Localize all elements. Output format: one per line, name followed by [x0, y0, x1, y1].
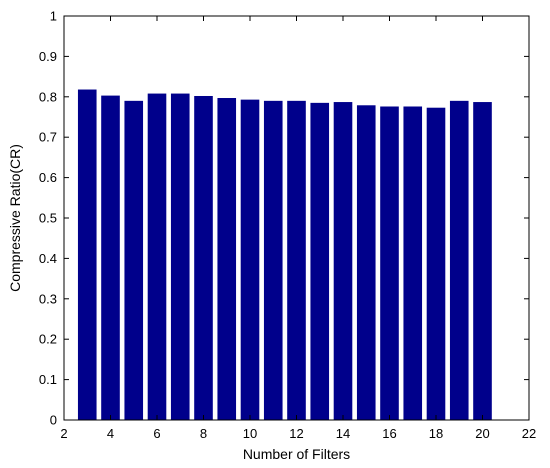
- y-tick-label: 1: [50, 9, 57, 24]
- y-axis-label: Compressive Ratio(CR): [7, 144, 23, 292]
- bar-9: [217, 98, 237, 421]
- bar-4: [101, 95, 120, 420]
- bar-17: [403, 106, 423, 420]
- x-tick-label: 22: [522, 426, 536, 441]
- x-axis-label: Number of Filters: [243, 446, 350, 462]
- axis-ticks: 2 4 6 8 10 12 14 16 18 20 22 0 0.1 0.2 0.3 0.4 0.5 0.6 0.7…: [39, 9, 536, 442]
- x-tick-label: 4: [107, 426, 114, 441]
- bar-16: [380, 106, 399, 420]
- bar-11: [263, 100, 283, 420]
- x-tick-label: 20: [475, 426, 489, 441]
- y-tick-label: 0.2: [39, 332, 57, 347]
- y-tick-label: 0.5: [39, 211, 57, 226]
- x-tick-label: 16: [382, 426, 396, 441]
- bar-7: [170, 93, 190, 421]
- bar-19: [449, 100, 469, 420]
- x-tick-label: 2: [60, 426, 67, 441]
- x-tick-label: 18: [429, 426, 443, 441]
- y-tick-label: 0.4: [39, 251, 57, 266]
- bar-14: [333, 102, 353, 420]
- y-tick-label: 0: [50, 413, 57, 428]
- bar-13: [310, 102, 330, 421]
- bar-5: [124, 100, 144, 420]
- bar-8: [194, 95, 213, 420]
- bars-group: [77, 89, 492, 421]
- x-tick-label: 10: [243, 426, 257, 441]
- y-tick-label: 0.3: [39, 291, 57, 306]
- bar-18: [426, 107, 446, 420]
- x-tick-label: 6: [153, 426, 160, 441]
- bar-3: [77, 89, 97, 420]
- x-tick-label: 14: [336, 426, 350, 441]
- y-tick-label: 0.9: [39, 49, 57, 64]
- bar-20: [473, 102, 492, 420]
- y-tick-label: 0.6: [39, 170, 57, 185]
- y-tick-label: 0.8: [39, 89, 57, 104]
- x-tick-label: 12: [289, 426, 303, 441]
- bar-6: [147, 93, 167, 421]
- x-tick-label: 8: [200, 426, 207, 441]
- y-tick-label: 0.7: [39, 130, 57, 145]
- y-tick-label: 0.1: [39, 372, 57, 387]
- bar-15: [356, 105, 376, 420]
- bar-10: [240, 99, 260, 421]
- bar-12: [287, 100, 306, 420]
